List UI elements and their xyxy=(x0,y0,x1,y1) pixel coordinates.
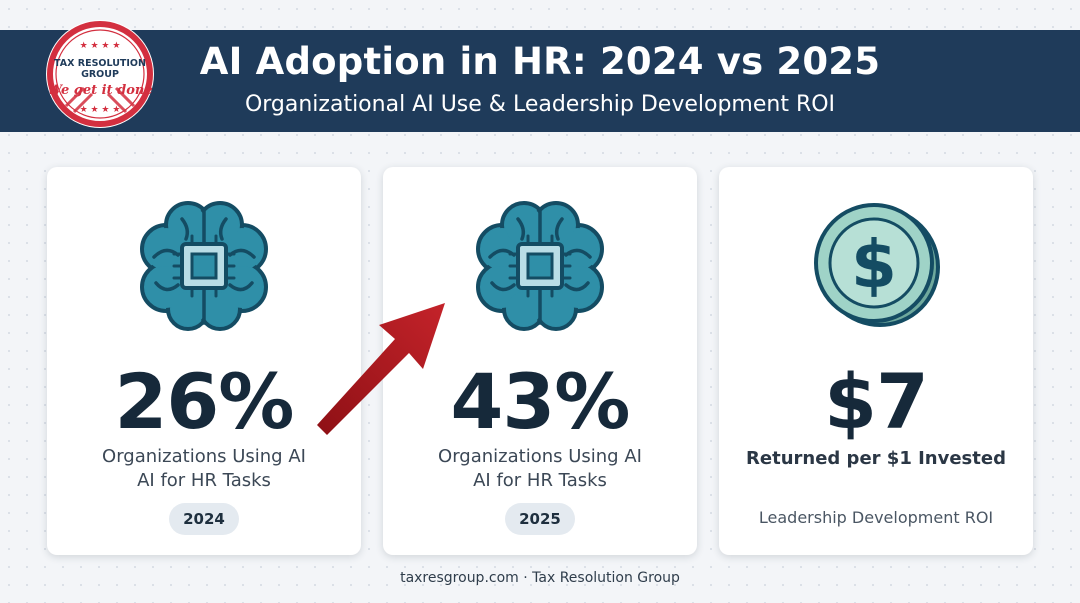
stat-card-2025: 43% Organizations Using AI AI for HR Tas… xyxy=(383,167,697,555)
stat-description-line2: AI for HR Tasks xyxy=(473,470,607,491)
stat-value: 43% xyxy=(450,357,631,446)
header-banner xyxy=(0,30,1080,132)
stat-description: Returned per $1 Invested xyxy=(746,448,1006,469)
year-badge: 2024 xyxy=(169,503,239,535)
stat-card-roi: $ $7 Returned per $1 Invested Leadership… xyxy=(719,167,1033,555)
stat-value: 26% xyxy=(114,357,295,446)
stat-description-line1: Organizations Using AI xyxy=(438,446,642,467)
footer-text: taxresgroup.com · Tax Resolution Group xyxy=(400,570,680,586)
brain-chip-icon xyxy=(140,201,268,331)
brain-chip-icon xyxy=(476,201,604,331)
stat-value: $7 xyxy=(824,357,929,446)
page-title: AI Adoption in HR: 2024 vs 2025 xyxy=(199,40,881,83)
svg-text:★ ★ ★ ★: ★ ★ ★ ★ xyxy=(80,105,121,115)
logo-tagline: We get it done xyxy=(47,83,153,98)
stat-card-2024: 26% Organizations Using AI AI for HR Tas… xyxy=(47,167,361,555)
svg-text:$: $ xyxy=(851,226,897,303)
svg-text:★ ★ ★ ★: ★ ★ ★ ★ xyxy=(80,41,121,51)
logo-top-text: TAX RESOLUTION GROUP xyxy=(54,58,146,80)
tax-resolution-group-logo: ★ ★ ★ ★ ★ ★ ★ ★ xyxy=(46,20,154,128)
stat-description: Organizations Using AI AI for HR Tasks xyxy=(47,445,361,493)
stat-description-line1: Organizations Using AI xyxy=(102,446,306,467)
dollar-coin-icon: $ xyxy=(814,203,940,327)
stat-description: Organizations Using AI AI for HR Tasks xyxy=(383,445,697,493)
year-badge: 2025 xyxy=(505,503,575,535)
page-subtitle: Organizational AI Use & Leadership Devel… xyxy=(244,92,836,117)
roi-label: Leadership Development ROI xyxy=(758,508,994,527)
growth-arrow-icon xyxy=(317,303,445,435)
stat-description-line2: AI for HR Tasks xyxy=(137,470,271,491)
